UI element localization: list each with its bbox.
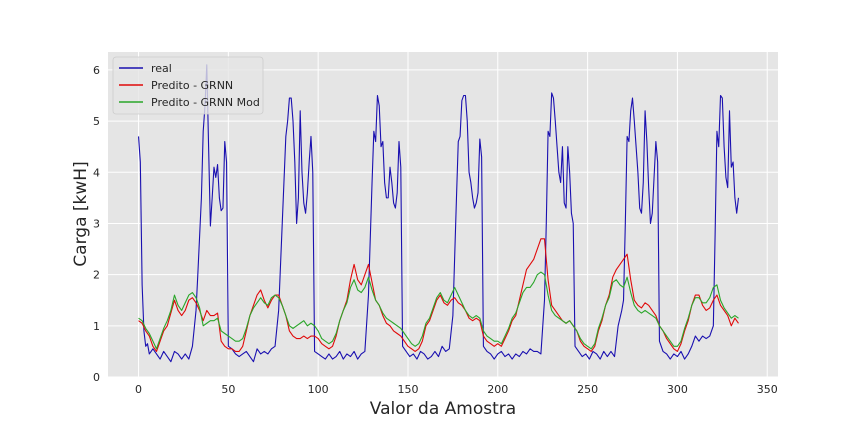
y-tick-label: 2 [93,269,100,282]
x-tick-label: 300 [667,383,688,396]
series-line-2 [138,271,739,350]
series-line-1 [138,238,739,352]
y-tick-labels: 0 1 2 3 4 5 6 [93,64,100,384]
legend-entry: real [151,62,172,75]
y-tick-label: 5 [93,115,100,128]
y-tick-label: 0 [93,371,100,384]
y-tick-label: 1 [93,320,100,333]
legend-box [112,56,264,115]
y-axis-label: Carga [kwH] [71,161,91,266]
x-tick-label: 350 [757,383,778,396]
x-tick-label: 100 [308,383,329,396]
y-tick-label: 6 [93,64,100,77]
legend-entry: Predito - GRNN [151,79,233,92]
x-tick-label: 0 [135,383,142,396]
x-tick-label: 250 [577,383,598,396]
legend: real Predito - GRNN Predito - GRNN Mod [112,56,264,115]
grid [108,52,778,378]
x-axis-label: Valor da Amostra [370,399,516,419]
y-tick-label: 4 [93,166,100,179]
x-tick-labels: 0 50 100 150 200 250 300 350 [135,383,778,396]
legend-entry: Predito - GRNN Mod [151,96,260,109]
x-tick-label: 150 [397,383,418,396]
x-tick-label: 50 [221,383,235,396]
x-tick-label: 200 [487,383,508,396]
y-tick-label: 3 [93,217,100,230]
series-layer [137,64,740,363]
